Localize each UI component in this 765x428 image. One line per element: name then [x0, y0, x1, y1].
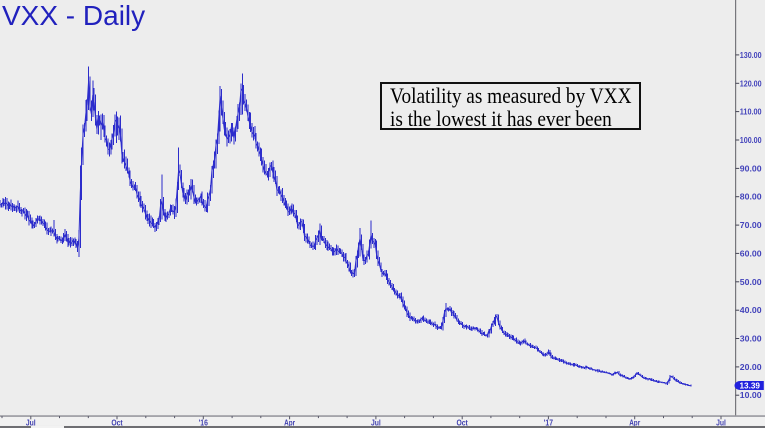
svg-text:13.39: 13.39 [740, 382, 761, 391]
svg-text:Oct: Oct [111, 418, 123, 427]
svg-text:Apr: Apr [284, 418, 296, 427]
svg-text:30.00: 30.00 [740, 335, 762, 344]
svg-text:110.00: 110.00 [740, 108, 762, 117]
svg-text:Jul: Jul [371, 418, 381, 427]
svg-text:'16: '16 [199, 418, 209, 427]
svg-text:60.00: 60.00 [740, 249, 762, 258]
svg-text:10.00: 10.00 [740, 391, 762, 400]
svg-text:70.00: 70.00 [740, 221, 762, 230]
svg-text:120.00: 120.00 [740, 79, 762, 88]
svg-text:100.00: 100.00 [740, 136, 762, 145]
svg-text:Jul: Jul [26, 418, 36, 427]
svg-text:40.00: 40.00 [740, 306, 762, 315]
svg-text:Jul: Jul [716, 418, 726, 427]
svg-text:Oct: Oct [457, 418, 469, 427]
svg-text:80.00: 80.00 [740, 193, 762, 202]
svg-text:Apr: Apr [629, 418, 641, 427]
svg-text:90.00: 90.00 [740, 164, 762, 173]
svg-text:'17: '17 [544, 418, 554, 427]
svg-text:20.00: 20.00 [740, 363, 762, 372]
svg-text:50.00: 50.00 [740, 278, 762, 287]
svg-text:130.00: 130.00 [740, 51, 762, 60]
